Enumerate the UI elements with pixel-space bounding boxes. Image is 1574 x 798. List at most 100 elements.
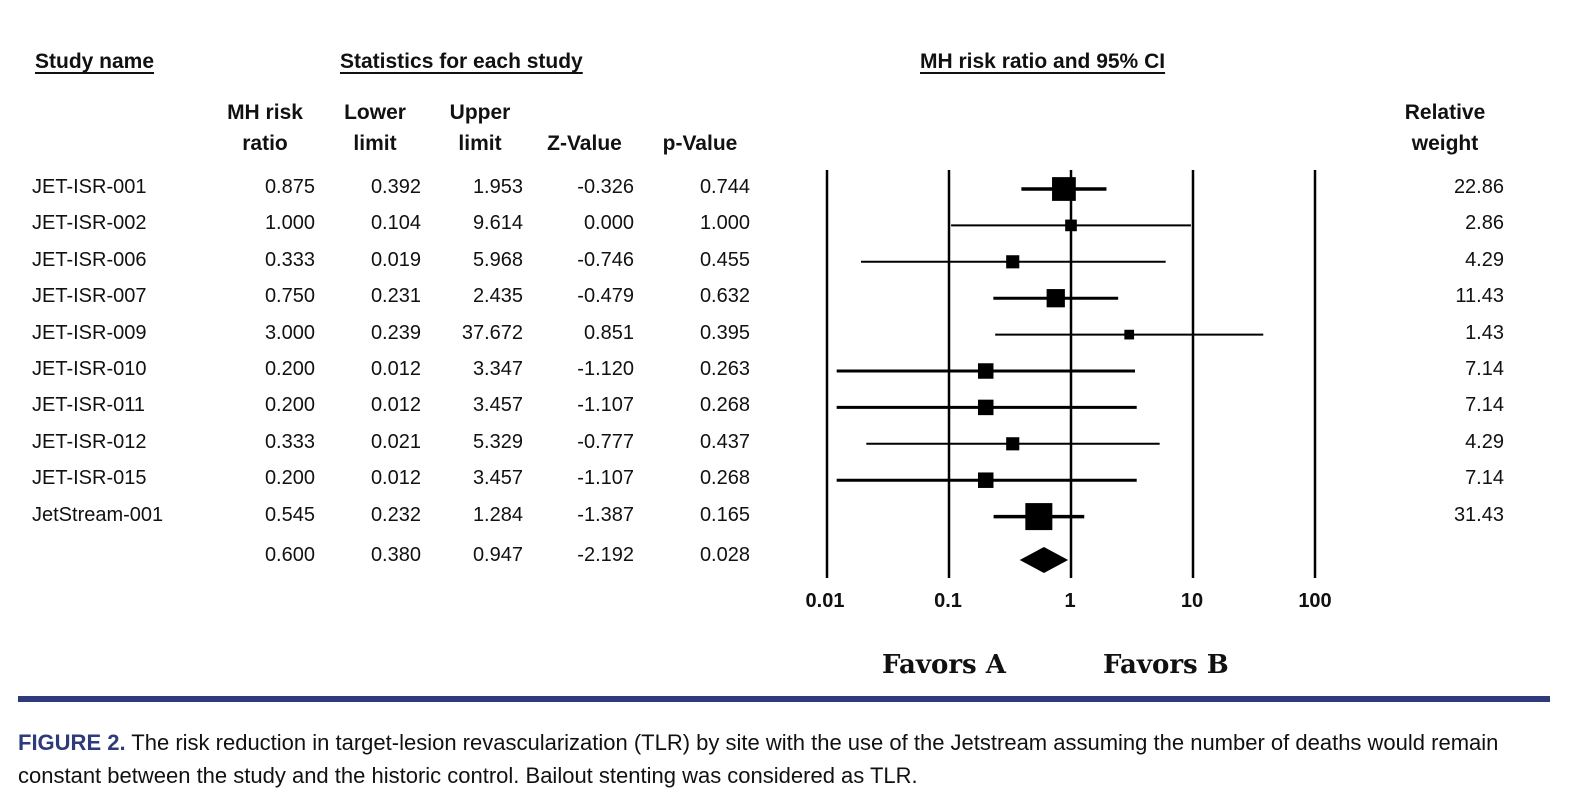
favors-b-label: Favors B <box>1103 650 1229 680</box>
cell-weight: 4.29 <box>1465 248 1504 271</box>
point-estimate-marker <box>977 472 994 488</box>
lower-header-line1: Lower <box>344 101 406 124</box>
point-estimate-marker <box>977 399 994 416</box>
rr-header-line2: ratio <box>242 132 288 155</box>
cell-lower: 0.012 <box>370 358 421 380</box>
cell-p: 0.165 <box>699 503 750 526</box>
summary-p: 0.028 <box>699 544 750 566</box>
cell-rr: 0.333 <box>264 430 315 453</box>
cell-rr: 0.333 <box>264 248 315 271</box>
cell-lower: 0.392 <box>370 176 421 198</box>
cell-z: 0.851 <box>583 321 634 344</box>
upper-column-header: Upper limit <box>430 97 530 159</box>
cell-lower: 0.012 <box>370 394 421 417</box>
cell-rr: 0.200 <box>264 394 315 417</box>
cell-z: -0.746 <box>577 248 634 271</box>
ci-header: MH risk ratio and 95% CI <box>920 50 1166 73</box>
cell-lower: 0.104 <box>370 212 421 235</box>
lower-header-line2: limit <box>353 132 397 155</box>
cell-z: 0.000 <box>583 212 634 235</box>
point-estimate-marker <box>1006 255 1020 269</box>
cell-p: 0.263 <box>699 358 750 380</box>
rr-header-line1: MH risk <box>227 101 303 124</box>
cell-rr: 3.000 <box>264 321 315 344</box>
cell-rr: 1.000 <box>264 212 315 235</box>
cell-z: -0.777 <box>577 430 634 453</box>
cell-z: -0.326 <box>577 176 634 198</box>
cell-weight: 31.43 <box>1453 503 1504 526</box>
weight-column-header: Relative weight <box>1385 97 1505 159</box>
tick-label-10: 10 <box>1180 590 1204 612</box>
upper-header-line2: limit <box>458 132 502 155</box>
point-estimate-marker <box>1046 289 1065 308</box>
cell-p: 0.632 <box>699 285 750 308</box>
cell-upper: 1.284 <box>472 503 523 526</box>
cell-lower: 0.239 <box>370 321 421 344</box>
point-estimate-marker <box>1052 177 1076 201</box>
tick-label-0.01: 0.01 <box>805 590 845 612</box>
cell-upper: 5.968 <box>472 248 523 271</box>
table-row: JET-ISR-009 3.000 0.239 37.672 0.851 0.395 1.4… <box>0 322 1574 358</box>
tick-label-100: 100 <box>1298 590 1332 612</box>
cell-p: 0.437 <box>699 430 750 453</box>
cell-lower: 0.012 <box>370 467 421 490</box>
summary-lower: 0.380 <box>370 544 421 566</box>
cell-lower: 0.231 <box>370 285 421 308</box>
cell-study: JetStream-001 <box>32 503 164 526</box>
cell-p: 0.744 <box>699 176 750 198</box>
cell-upper: 5.329 <box>472 430 523 453</box>
cell-upper: 3.347 <box>472 358 523 380</box>
cell-study: JET-ISR-006 <box>32 248 147 271</box>
cell-weight: 7.14 <box>1465 394 1504 417</box>
cell-rr: 0.200 <box>264 467 315 490</box>
cell-p: 0.455 <box>699 248 750 271</box>
cell-study: JET-ISR-007 <box>32 285 147 308</box>
rr-column-header: MH risk ratio <box>205 97 325 159</box>
point-estimate-marker <box>1025 503 1053 531</box>
table-row: JET-ISR-007 0.750 0.231 2.435 -0.479 0.632 11.… <box>0 285 1574 321</box>
cell-p: 1.000 <box>699 212 750 235</box>
cell-study: JET-ISR-015 <box>32 467 147 490</box>
forest-plot <box>825 170 1317 578</box>
cell-p: 0.268 <box>699 394 750 417</box>
cell-p: 0.395 <box>699 321 750 344</box>
cell-z: -1.387 <box>577 503 634 526</box>
cell-upper: 37.672 <box>461 321 523 344</box>
cell-weight: 2.86 <box>1465 212 1504 235</box>
cell-lower: 0.021 <box>370 430 421 453</box>
cell-lower: 0.019 <box>370 248 421 271</box>
cell-weight: 1.43 <box>1465 321 1504 344</box>
weight-header-line2: weight <box>1411 132 1479 155</box>
z-column-header: Z-Value <box>547 132 622 155</box>
cell-upper: 3.457 <box>472 467 523 490</box>
table-row: JET-ISR-012 0.333 0.021 5.329 -0.777 0.437 4.2… <box>0 431 1574 467</box>
study-name-header: Study name <box>35 50 155 73</box>
table-row: JetStream-001 0.545 0.232 1.284 -1.387 0.165 3… <box>0 504 1574 540</box>
cell-z: -1.107 <box>577 467 634 490</box>
lower-column-header: Lower limit <box>325 97 425 159</box>
cell-rr: 0.875 <box>264 176 315 198</box>
summary-row: 0.600 0.380 0.947 -2.192 0.028 <box>0 544 1574 580</box>
table-row: JET-ISR-010 0.200 0.012 3.347 -1.120 0.263 7.1… <box>0 358 1574 394</box>
point-estimate-marker <box>1124 329 1135 340</box>
table-row: JET-ISR-006 0.333 0.019 5.968 -0.746 0.455 4.2… <box>0 249 1574 285</box>
statistics-header: Statistics for each study <box>340 50 583 73</box>
summary-upper: 0.947 <box>472 544 523 566</box>
cell-z: -1.107 <box>577 394 634 417</box>
caption-text: The risk reduction in target-lesion reva… <box>18 730 1499 788</box>
figure-label: FIGURE 2. <box>18 730 126 755</box>
caption-divider <box>18 696 1550 702</box>
cell-p: 0.268 <box>699 467 750 490</box>
summary-rr: 0.600 <box>264 544 315 566</box>
cell-weight: 7.14 <box>1465 467 1504 490</box>
point-estimate-marker <box>977 363 994 379</box>
upper-header-line1: Upper <box>449 101 511 124</box>
tick-label-1: 1 <box>1064 590 1076 612</box>
p-column-header: p-Value <box>662 132 738 155</box>
cell-study: JET-ISR-010 <box>32 358 147 380</box>
tick-label-0.1: 0.1 <box>934 590 962 612</box>
table-row: JET-ISR-011 0.200 0.012 3.457 -1.107 0.268 7.1… <box>0 394 1574 430</box>
point-estimate-marker <box>1006 437 1020 451</box>
cell-weight: 7.14 <box>1465 358 1504 380</box>
cell-rr: 0.200 <box>264 358 315 380</box>
